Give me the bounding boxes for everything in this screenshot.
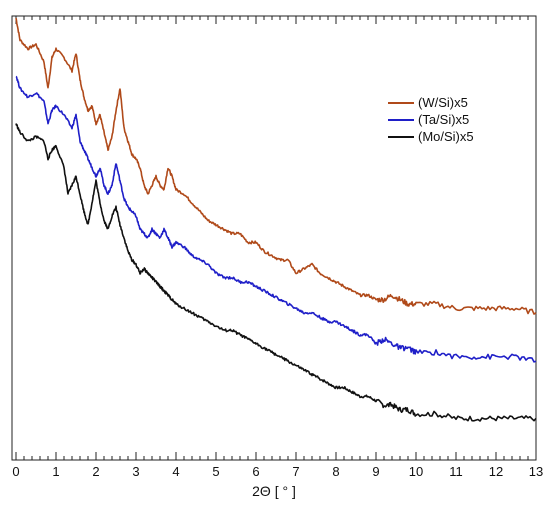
- x-tick-label: 10: [409, 464, 423, 479]
- x-axis-title: 2Θ [ ° ]: [252, 483, 296, 499]
- plot-area-border: [11, 15, 537, 461]
- x-tick-label: 9: [372, 464, 379, 479]
- x-tick-label: 0: [12, 464, 19, 479]
- x-tick-label: 8: [332, 464, 339, 479]
- bottom-axis-ticks: 0 1 2 3 4 5 6 7 8 9 10 11 12 13: [12, 452, 543, 479]
- x-tick-label: 6: [252, 464, 259, 479]
- series-layer: [15, 17, 537, 422]
- legend-label: (W/Si)x5: [418, 95, 468, 110]
- x-tick-label: 1: [52, 464, 59, 479]
- series-line: [15, 17, 537, 315]
- top-axis-ticks: [15, 16, 537, 24]
- legend-label: (Ta/Si)x5: [418, 112, 469, 127]
- x-tick-label: 4: [172, 464, 179, 479]
- x-tick-label: 5: [212, 464, 219, 479]
- x-tick-label: 12: [489, 464, 503, 479]
- legend-label: (Mo/Si)x5: [418, 129, 474, 144]
- x-tick-label: 11: [449, 464, 463, 479]
- series-line: [15, 75, 537, 363]
- x-tick-label: 7: [292, 464, 299, 479]
- legend: (W/Si)x5 (Ta/Si)x5 (Mo/Si)x5: [388, 95, 474, 144]
- x-tick-label: 13: [529, 464, 543, 479]
- plot-frame: [11, 15, 537, 461]
- x-tick-label: 3: [132, 464, 139, 479]
- x-tick-label: 2: [92, 464, 99, 479]
- series-line: [15, 123, 537, 422]
